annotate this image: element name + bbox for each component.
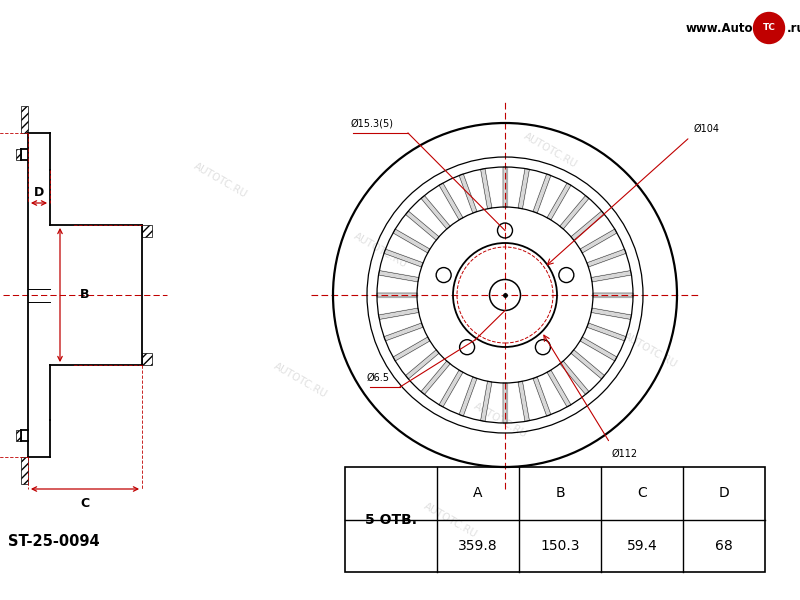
Polygon shape: [406, 211, 439, 240]
Polygon shape: [591, 308, 631, 319]
Text: 68: 68: [715, 539, 733, 553]
Text: AUTOTC.RU: AUTOTC.RU: [471, 401, 529, 439]
Polygon shape: [439, 370, 463, 407]
Polygon shape: [533, 174, 551, 213]
Text: 150.3: 150.3: [540, 539, 580, 553]
Polygon shape: [560, 196, 589, 229]
Polygon shape: [459, 377, 477, 416]
Text: AUTOTC.RU: AUTOTC.RU: [271, 361, 329, 400]
Circle shape: [754, 13, 785, 43]
Polygon shape: [406, 350, 439, 379]
Polygon shape: [571, 211, 605, 240]
Text: B: B: [80, 289, 90, 301]
Text: D: D: [34, 187, 44, 199]
Polygon shape: [378, 308, 418, 319]
Polygon shape: [384, 323, 423, 341]
Text: AUTOTC.RU: AUTOTC.RU: [422, 500, 478, 539]
Polygon shape: [393, 229, 430, 253]
Text: www.Auto: www.Auto: [686, 22, 753, 34]
Bar: [21, 106, 28, 133]
Text: C: C: [81, 497, 90, 509]
Text: Ø15.3(5): Ø15.3(5): [351, 119, 394, 129]
Bar: [142, 225, 152, 237]
Polygon shape: [459, 174, 477, 213]
Text: Ø6.5: Ø6.5: [367, 373, 390, 383]
Polygon shape: [439, 183, 463, 220]
Polygon shape: [421, 196, 450, 229]
Bar: [21, 457, 28, 484]
Polygon shape: [502, 167, 507, 207]
Text: TC: TC: [762, 23, 775, 32]
Polygon shape: [547, 370, 571, 407]
Polygon shape: [580, 337, 617, 361]
Polygon shape: [481, 381, 492, 421]
Text: C: C: [637, 486, 647, 500]
Bar: [15, 430, 21, 441]
Text: Ø104: Ø104: [694, 124, 720, 134]
Text: AUTOTC.RU: AUTOTC.RU: [191, 161, 249, 199]
Bar: [142, 353, 152, 365]
Text: 59.4: 59.4: [626, 539, 658, 553]
Text: A: A: [474, 486, 482, 500]
Polygon shape: [502, 383, 507, 423]
Polygon shape: [481, 169, 492, 209]
Polygon shape: [393, 337, 430, 361]
Text: 5 ОТВ.: 5 ОТВ.: [365, 512, 417, 527]
Text: AUTOTC.RU: AUTOTC.RU: [622, 331, 678, 370]
Polygon shape: [571, 350, 605, 379]
Polygon shape: [421, 361, 450, 394]
Polygon shape: [384, 249, 423, 267]
Polygon shape: [518, 169, 530, 209]
Text: AUTOTC.RU: AUTOTC.RU: [522, 131, 578, 169]
Polygon shape: [587, 323, 626, 341]
Polygon shape: [518, 381, 530, 421]
Text: AUTOTC.RU: AUTOTC.RU: [351, 230, 409, 269]
Text: 359.8: 359.8: [458, 539, 498, 553]
Polygon shape: [533, 377, 551, 416]
Text: D: D: [718, 486, 730, 500]
Polygon shape: [547, 183, 571, 220]
Bar: [15, 149, 21, 160]
Polygon shape: [591, 271, 631, 282]
Polygon shape: [377, 293, 417, 297]
Polygon shape: [580, 229, 617, 253]
Polygon shape: [560, 361, 589, 394]
Bar: [345, 467, 765, 572]
Text: Ø112: Ø112: [612, 449, 638, 459]
Text: ST-25-0094: ST-25-0094: [8, 535, 100, 550]
Polygon shape: [378, 271, 418, 282]
Text: .ru: .ru: [787, 22, 800, 34]
Text: B: B: [555, 486, 565, 500]
Polygon shape: [593, 293, 633, 297]
Polygon shape: [587, 249, 626, 267]
